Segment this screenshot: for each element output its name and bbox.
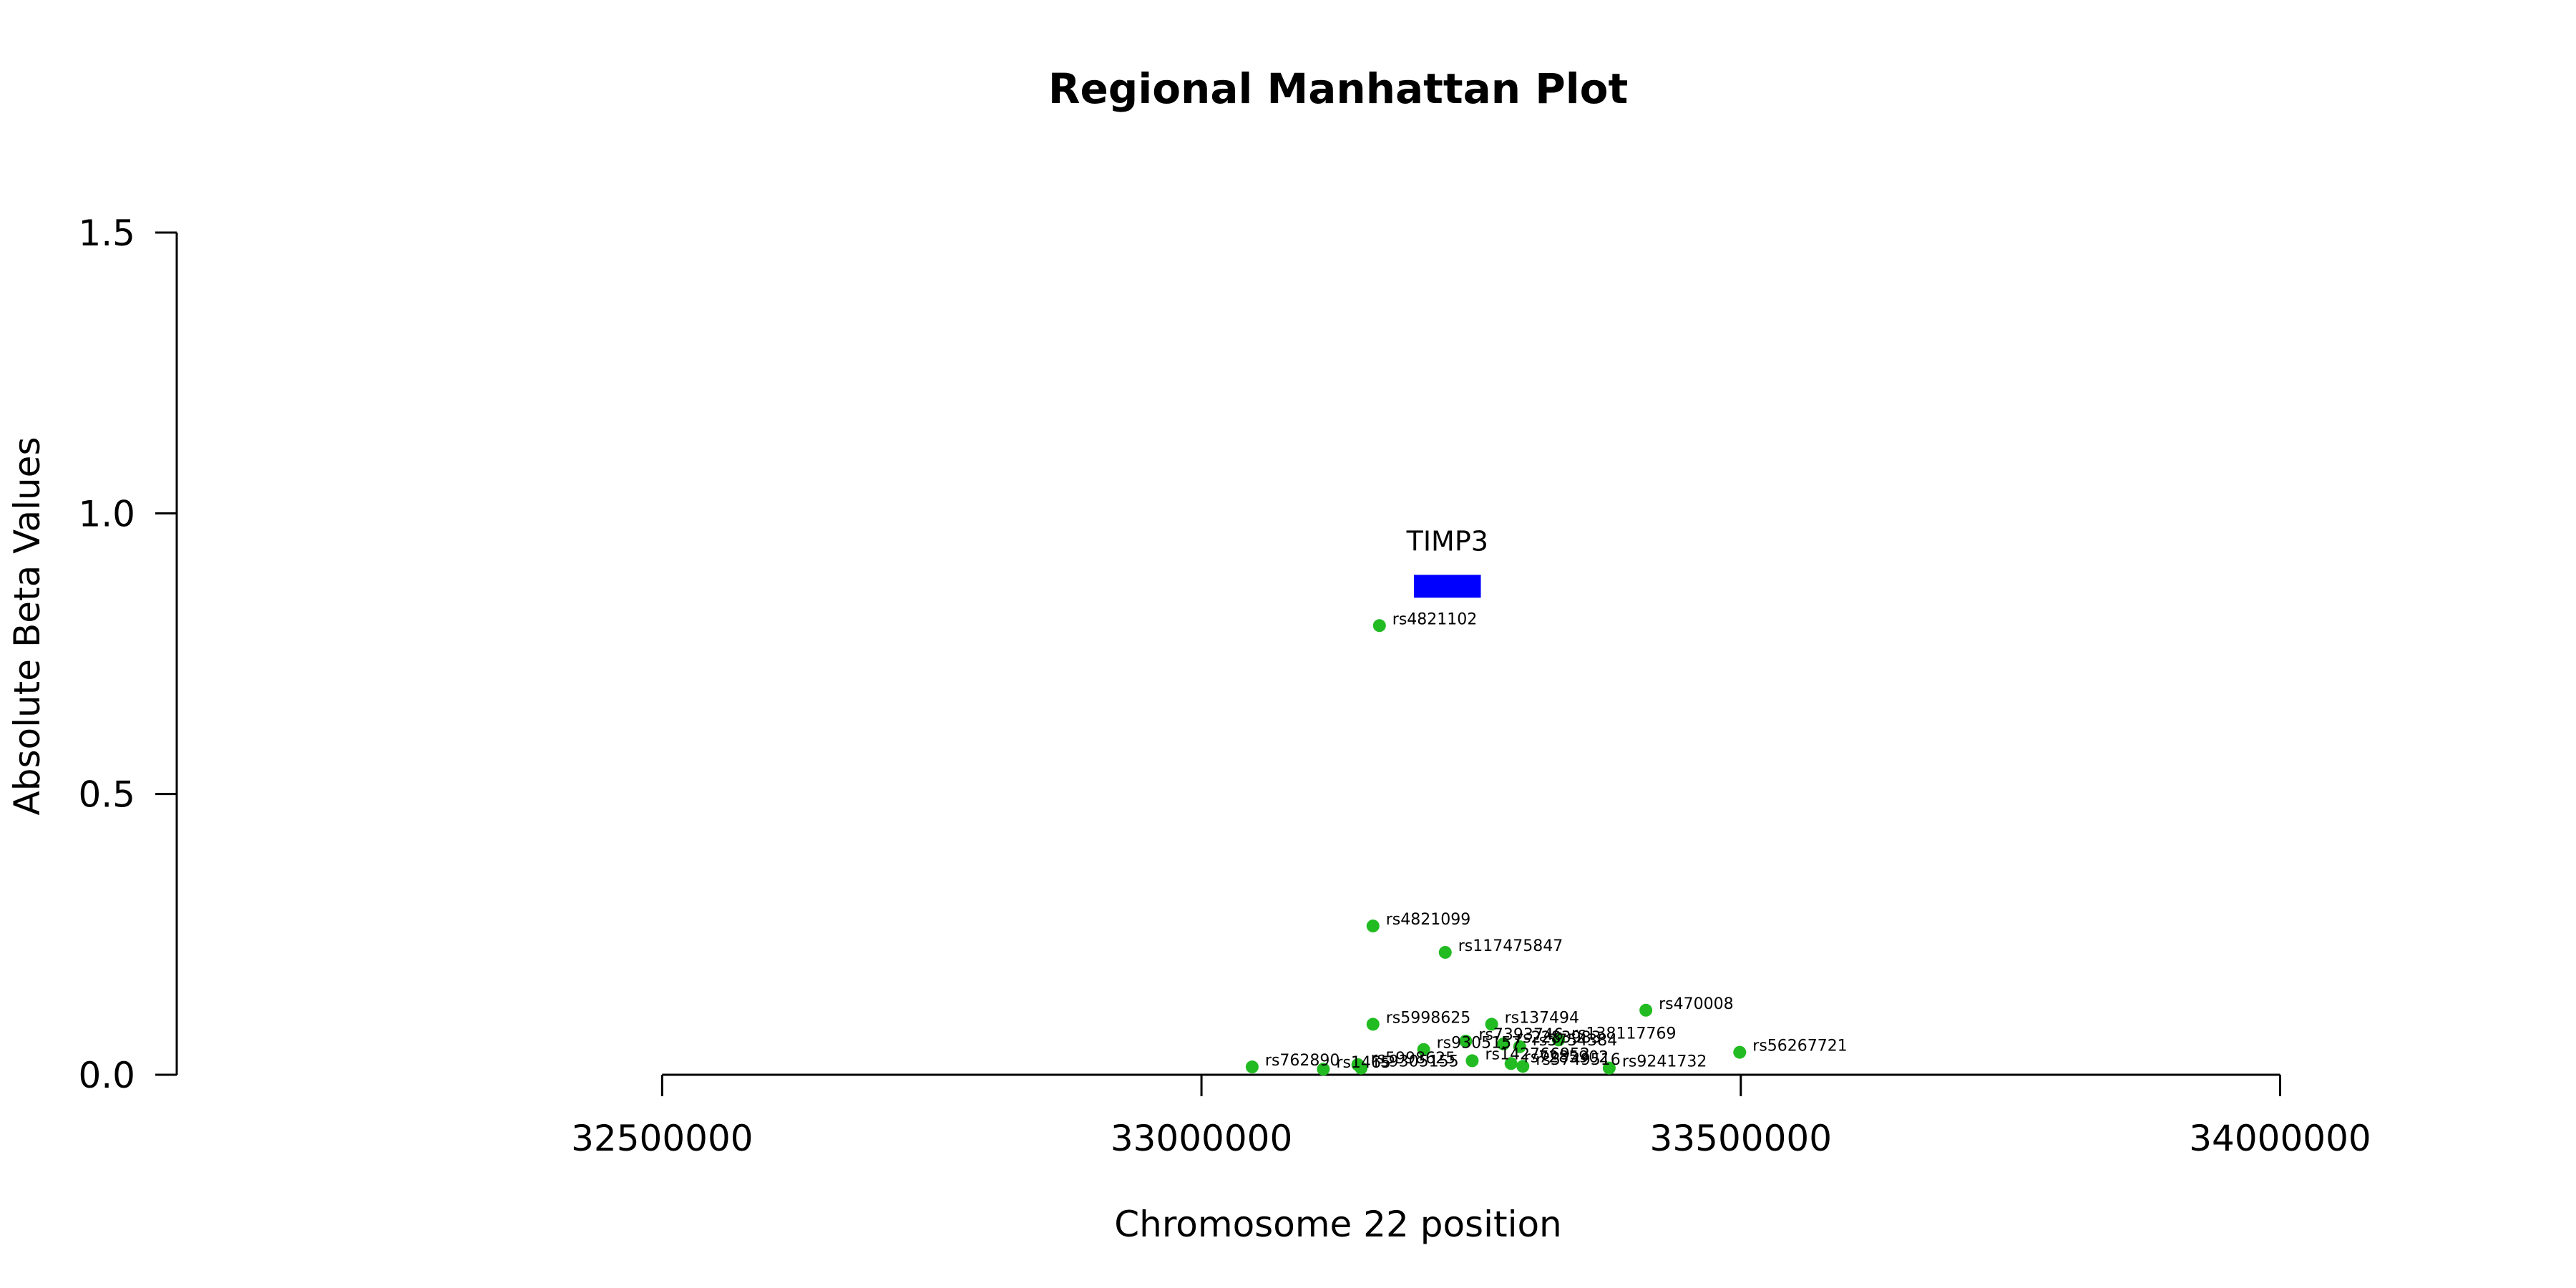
snp-label: rs4821102 <box>1392 610 1478 628</box>
snp-point <box>1459 1034 1473 1048</box>
snp-point <box>1485 1018 1498 1031</box>
snp-point <box>1245 1060 1259 1074</box>
snp-label: rs5754384 <box>1533 1032 1618 1050</box>
x-tick-label: 33500000 <box>1650 1118 1833 1159</box>
snp-label: rs470008 <box>1659 995 1734 1013</box>
snp-label: rs2283983 <box>1516 1029 1601 1047</box>
axes: 32500000 33000000 33500000 34000000 0.0 0.5 1.… <box>78 213 2371 1159</box>
snp-label: rs1465 <box>1336 1054 1391 1072</box>
y-tick-label: 0.5 <box>78 774 135 816</box>
snp-point <box>1504 1057 1518 1070</box>
snp-label: rs762890 <box>1265 1052 1340 1070</box>
snp-point <box>1366 1018 1380 1031</box>
gene-label: TIMP3 <box>1406 525 1488 557</box>
y-tick-label: 0.0 <box>78 1055 135 1096</box>
snp-label: rs5998625 <box>1371 1050 1456 1068</box>
snp-point <box>1317 1063 1330 1076</box>
snp-point <box>1465 1054 1479 1068</box>
y-tick-label: 1.0 <box>78 493 135 535</box>
gene-track: TIMP3 <box>1406 525 1488 598</box>
x-axis-label: Chromosome 22 position <box>1114 1204 1562 1245</box>
snp-label: rs138117769 <box>1571 1025 1676 1043</box>
snp-label: rs4821099 <box>1386 911 1470 929</box>
snp-point <box>1602 1061 1616 1075</box>
snp-points <box>1245 619 1747 1076</box>
snp-label: rs5998625 <box>1386 1009 1470 1027</box>
x-tick-label: 34000000 <box>2189 1118 2371 1159</box>
snp-point <box>1355 1061 1368 1075</box>
snp-label: rs117475847 <box>1458 937 1563 955</box>
snp-point <box>1372 619 1386 633</box>
snp-point <box>1497 1037 1511 1050</box>
snp-label: rs9305155 <box>1374 1053 1459 1071</box>
snp-label: rs9305157 <box>1437 1035 1522 1053</box>
snp-label: rs56267721 <box>1752 1038 1847 1055</box>
snp-label: rs5749516 <box>1536 1051 1621 1069</box>
snp-point <box>1513 1040 1526 1053</box>
snp-point <box>1516 1060 1530 1073</box>
snp-point <box>1366 919 1380 933</box>
snp-label: rs7393746 <box>1478 1026 1563 1044</box>
snp-point <box>1733 1045 1747 1059</box>
snp-point <box>1552 1033 1566 1047</box>
chart-title: Regional Manhattan Plot <box>1048 64 1628 113</box>
y-tick-label: 1.5 <box>78 213 135 254</box>
snp-label: rs9241732 <box>1622 1053 1707 1071</box>
y-axis-label: Absolute Beta Values <box>6 437 48 816</box>
gene-bar <box>1414 575 1481 598</box>
x-tick-label: 33000000 <box>1111 1118 1293 1159</box>
snp-label: rs137494 <box>1505 1009 1580 1027</box>
snp-point <box>1417 1043 1430 1056</box>
snp-point <box>1438 945 1452 959</box>
snp-labels: rs4821102 rs4821099 rs117475847 rs470008 rs5… <box>1265 610 1848 1072</box>
snp-point <box>1639 1003 1653 1017</box>
x-tick-label: 32500000 <box>571 1118 753 1159</box>
snp-label: rs7285902 <box>1524 1048 1609 1066</box>
snp-label: rs142766952 <box>1485 1045 1589 1063</box>
